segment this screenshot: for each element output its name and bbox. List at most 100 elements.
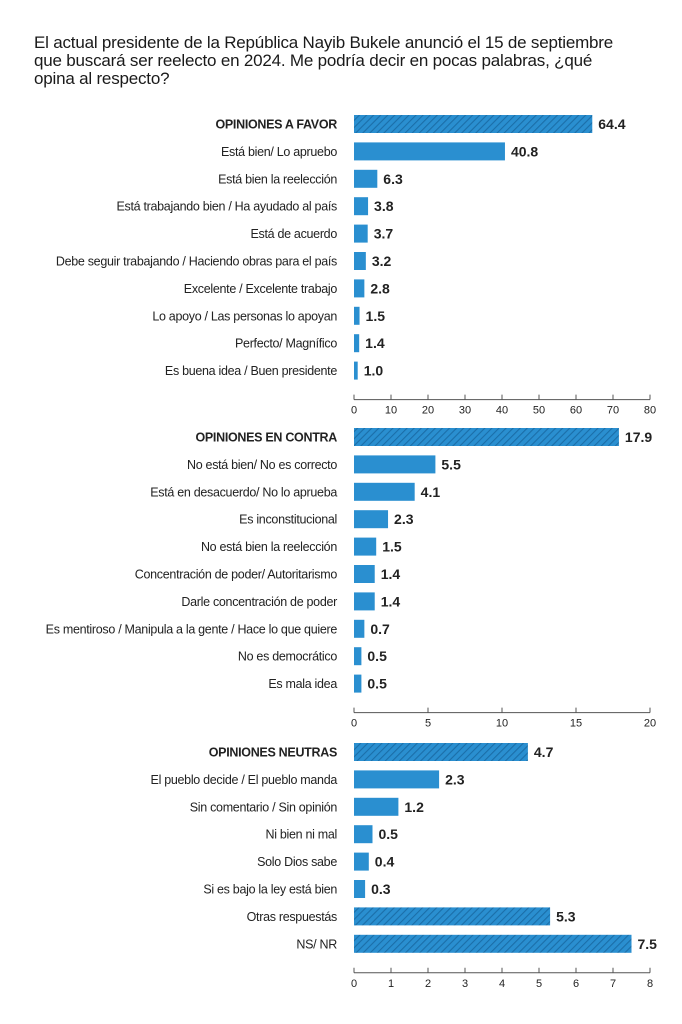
bar [354,674,362,693]
value-label: 1.0 [364,363,384,379]
value-label: 40.8 [511,143,538,159]
chart-panel-1: OPINIONES EN CONTRA 17.9 No está bien/ No … [46,428,656,730]
value-label: 3.2 [372,253,392,269]
x-tick-label: 6 [573,978,579,990]
x-tick-label: 3 [462,978,468,990]
category-label: Está bien la reelección [218,172,337,186]
value-label: 64.4 [598,116,625,132]
value-label: 2.3 [394,511,414,527]
category-label: Es buena idea / Buen presidente [165,364,337,378]
x-tick-label: 7 [610,978,616,990]
category-label: Excelente / Excelente trabajo [184,282,338,296]
bar [354,852,369,871]
value-label: 3.7 [374,226,394,242]
bar [354,142,505,161]
bar [354,334,360,353]
bar [354,279,365,298]
category-label: Otras respuestás [247,910,337,924]
value-label: 0.5 [367,648,387,664]
category-label: Está bien/ Lo apruebo [221,145,337,159]
category-label: Está en desacuerdo/ No lo aprueba [150,485,337,499]
bar [354,592,375,611]
category-label: OPINIONES A FAVOR [215,118,337,132]
chart-panel-0: OPINIONES A FAVOR 64.4 Está bien/ Lo aprue… [56,115,656,417]
x-tick-label: 40 [496,405,508,417]
value-label: 1.4 [381,593,401,609]
category-label: OPINIONES NEUTRAS [209,746,337,760]
x-tick-label: 80 [644,405,656,417]
value-label: 1.2 [404,799,424,815]
bar [354,647,362,666]
category-label: Solo Dios sabe [257,855,337,869]
bar [354,537,377,556]
x-tick-label: 5 [536,978,542,990]
value-label: 17.9 [625,429,652,445]
x-tick-label: 1 [388,978,394,990]
category-label: Darle concentración de poder [181,595,337,609]
value-label: 3.8 [374,198,394,214]
x-tick-label: 0 [351,405,357,417]
x-tick-label: 0 [351,978,357,990]
bar [354,907,551,926]
x-tick-label: 5 [425,718,431,730]
value-label: 1.5 [382,539,402,555]
value-label: 1.4 [365,335,385,351]
bar [354,565,375,583]
bar [354,115,593,133]
bar [354,224,368,243]
chart-panel-2: OPINIONES NEUTRAS 4.7 El pueblo decide / E… [151,743,658,990]
category-label: Está trabajando bien / Ha ayudado al paí… [116,200,337,214]
value-label: 0.3 [371,881,391,897]
value-label: 6.3 [383,171,403,187]
value-label: 4.7 [534,744,554,760]
value-label: 2.8 [370,280,390,296]
x-tick-label: 20 [422,405,434,417]
category-label: No está bien/ No es correcto [187,458,337,472]
bar [354,482,415,501]
bar [354,770,440,789]
category-label: No está bien la reelección [201,540,337,554]
category-label: Concentración de poder/ Autoritarismo [135,568,338,582]
category-label: Perfecto/ Magnífico [235,337,337,351]
bar [354,619,365,638]
category-label: El pueblo decide / El pueblo manda [151,773,338,787]
category-label: Ni bien ni mal [265,828,337,842]
value-label: 2.3 [445,771,465,787]
value-label: 7.5 [638,936,658,952]
value-label: 0.5 [367,676,387,692]
category-label: Es inconstitucional [239,513,337,527]
bar [354,934,632,953]
category-label: Debe seguir trabajando / Haciendo obras … [56,255,337,269]
value-label: 0.7 [370,621,390,637]
value-label: 0.5 [379,826,399,842]
x-tick-label: 10 [496,718,508,730]
value-label: 0.4 [375,854,395,870]
x-tick-label: 8 [647,978,653,990]
x-tick-label: 20 [644,718,656,730]
category-label: Es mentiroso / Manipula a la gente / Hac… [46,622,338,636]
category-label: Está de acuerdo [250,227,337,241]
category-label: NS/ NR [296,937,337,951]
bar [354,252,366,270]
bar [354,169,378,188]
x-tick-label: 30 [459,405,471,417]
x-tick-label: 60 [570,405,582,417]
bar [354,428,619,446]
x-tick-label: 2 [425,978,431,990]
category-label: Si es bajo la ley está bien [203,883,337,897]
bar [354,361,358,380]
bar [354,797,399,816]
bar [354,510,389,529]
x-tick-label: 15 [570,718,582,730]
value-label: 1.5 [366,308,386,324]
category-label: OPINIONES EN CONTRA [195,431,337,445]
bar [354,825,373,844]
x-tick-label: 70 [607,405,619,417]
question-title: El actual presidente de la República Nay… [34,33,614,88]
category-label: Sin comentario / Sin opinión [190,800,338,814]
bar [354,306,360,325]
value-label: 4.1 [421,484,441,500]
value-label: 5.5 [441,456,461,472]
bar [354,880,366,898]
